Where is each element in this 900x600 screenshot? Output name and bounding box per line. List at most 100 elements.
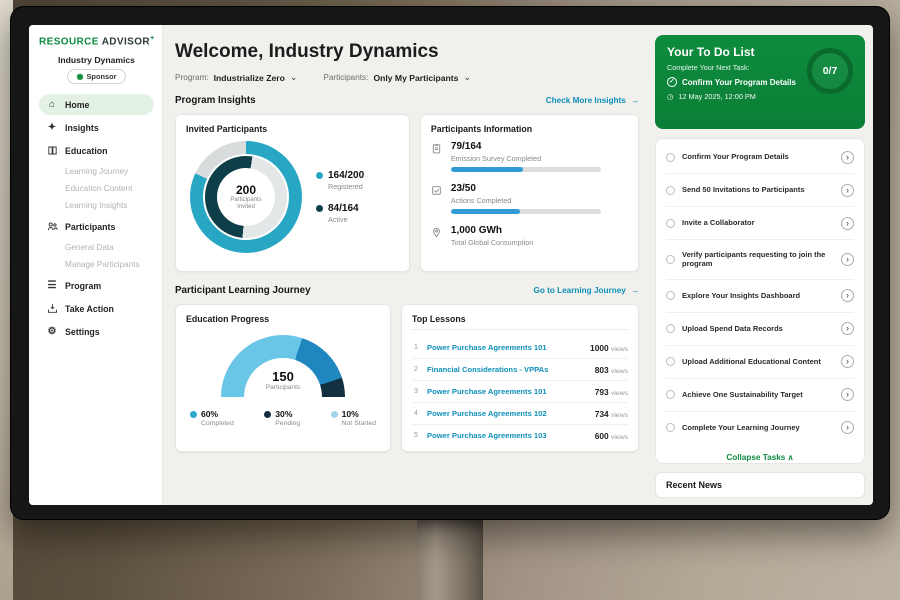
page-title: Welcome, Industry Dynamics: [175, 41, 439, 62]
chevron-right-icon[interactable]: ›: [841, 322, 854, 335]
go-to-learning-journey-link[interactable]: Go to Learning Journey →: [533, 286, 639, 295]
progress-fill: [450, 209, 520, 214]
task-checkbox[interactable]: [666, 291, 675, 300]
collapse-tasks-link[interactable]: Collapse Tasks ∧: [666, 444, 854, 464]
sidebar-item-education[interactable]: Education: [39, 140, 154, 161]
consumption-row: 1,000 GWh Total Global Consumption: [431, 225, 628, 251]
sidebar-item-label: Participants: [65, 221, 116, 232]
brand-advisor: ADVISOR: [101, 36, 151, 48]
participants-icon: [46, 221, 58, 232]
arrow-right-icon: →: [630, 286, 639, 295]
registered-dot: [316, 172, 323, 179]
lesson-link[interactable]: Power Purchase Agreements 101: [427, 343, 547, 352]
task-checkbox[interactable]: [666, 218, 675, 228]
task-checkbox[interactable]: [666, 152, 675, 162]
sidebar-item-insights[interactable]: ✦ Insights: [39, 117, 154, 138]
link-label: Go to Learning Journey: [533, 286, 626, 295]
insights-icon: ✦: [47, 122, 57, 134]
lesson-link[interactable]: Power Purchase Agreements 101: [427, 387, 547, 396]
filters-row: Program: Industrialize Zero ⌄ Participan…: [175, 72, 639, 83]
sidebar-item-home[interactable]: ⌂ Home: [39, 94, 154, 116]
chevron-right-icon[interactable]: ›: [841, 388, 854, 401]
check-circle-icon: ✓: [667, 77, 677, 87]
task-row[interactable]: Invite a Collaborator ›: [666, 207, 854, 240]
legend-value: 30%: [275, 409, 293, 419]
task-checkbox[interactable]: [666, 423, 675, 432]
task-row[interactable]: Confirm Your Program Details ›: [666, 141, 854, 174]
not-started-dot: [330, 410, 338, 418]
check-more-insights-link[interactable]: Check More Insights →: [546, 96, 639, 105]
top-lessons-card: Top Lessons 1 Power Purchase Agreements …: [401, 304, 639, 452]
task-checkbox[interactable]: [666, 254, 675, 264]
chevron-right-icon[interactable]: ›: [841, 183, 854, 197]
invited-participants-card: Invited Participants 200 Participants In…: [175, 114, 410, 272]
legend-label: Registered: [328, 182, 363, 191]
task-label: Explore Your Insights Dashboard: [682, 290, 801, 300]
task-checkbox[interactable]: [666, 324, 675, 333]
program-filter[interactable]: Program: Industrialize Zero ⌄: [175, 72, 297, 83]
chevron-right-icon[interactable]: ›: [841, 252, 854, 266]
lesson-views-count: 734: [594, 408, 609, 419]
legend-label: Active: [328, 215, 348, 224]
task-checkbox[interactable]: [666, 357, 675, 366]
todo-title: Your To Do List: [667, 45, 755, 59]
sidebar-item-manage-participants[interactable]: Manage Participants: [65, 260, 140, 270]
task-checkbox[interactable]: [666, 185, 675, 195]
task-row[interactable]: Achieve One Sustainability Target ›: [666, 379, 854, 412]
todo-next-task[interactable]: ✓ Confirm Your Program Details: [667, 77, 807, 87]
chevron-right-icon[interactable]: ›: [841, 150, 854, 164]
account-name: Industry Dynamics: [58, 55, 135, 66]
task-label: Achieve One Sustainability Target: [682, 389, 803, 399]
legend-value: 10%: [341, 409, 359, 419]
chevron-right-icon[interactable]: ›: [841, 355, 854, 368]
lesson-row: 5 Power Purchase Agreements 103 600 view…: [412, 425, 628, 446]
sidebar-item-learning-journey[interactable]: Learning Journey: [65, 167, 129, 177]
lesson-views-label: views: [611, 389, 628, 397]
todo-hero-card: Your To Do List Complete Your Next Task:…: [655, 35, 865, 129]
sidebar-nav: ⌂ Home ✦ Insights Education Learning Jou…: [39, 94, 154, 342]
participants-filter[interactable]: Participants: Only My Participants ⌄: [323, 72, 471, 83]
sidebar-item-program[interactable]: ☰ Program: [39, 275, 154, 296]
sidebar-item-take-action[interactable]: Take Action: [39, 298, 154, 319]
education-progress-card: Education Progress 150 Participants: [175, 304, 391, 452]
sidebar-item-general-data[interactable]: General Data: [65, 243, 114, 253]
chevron-right-icon[interactable]: ›: [841, 289, 854, 302]
sponsor-badge[interactable]: ◉ Sponsor: [66, 69, 127, 85]
task-row[interactable]: Verify participants requesting to join t…: [666, 240, 854, 280]
todo-subtitle: Complete Your Next Task:: [667, 63, 750, 72]
section-title: Program Insights: [175, 95, 256, 106]
task-row[interactable]: Send 50 Invitations to Participants ›: [666, 174, 854, 207]
program-filter-value: Industrialize Zero: [213, 72, 285, 83]
task-row[interactable]: Explore Your Insights Dashboard ›: [666, 280, 854, 313]
sidebar-item-education-content[interactable]: Education Content: [65, 184, 133, 194]
sidebar-item-participants[interactable]: Participants: [39, 216, 154, 237]
participants-information-card: Participants Information 79/164 Emission…: [419, 114, 639, 272]
invited-donut-chart: 200 Participants Invited: [190, 141, 302, 253]
chevron-right-icon[interactable]: ›: [841, 216, 854, 230]
link-label: Check More Insights: [545, 96, 626, 105]
task-row[interactable]: Upload Additional Educational Content ›: [666, 346, 854, 379]
pending-dot: [264, 410, 272, 418]
legend-label: Pending: [275, 420, 301, 427]
survey-icon: [431, 141, 443, 172]
card-title: Invited Participants: [186, 124, 268, 134]
brand-resource: RESOURCE: [39, 36, 99, 48]
emission-survey-row: 79/164 Emission Survey Completed: [431, 141, 628, 172]
sidebar-item-learning-insights[interactable]: Learning Insights: [65, 201, 128, 211]
task-row[interactable]: Upload Spend Data Records ›: [666, 313, 854, 346]
sponsor-badge-label: Sponsor: [86, 72, 117, 82]
chevron-right-icon[interactable]: ›: [841, 421, 854, 434]
lesson-link[interactable]: Power Purchase Agreements 102: [427, 409, 547, 418]
task-checkbox[interactable]: [666, 390, 675, 399]
task-row[interactable]: Complete Your Learning Journey ›: [666, 412, 854, 444]
sidebar-item-settings[interactable]: ⚙ Settings: [39, 321, 154, 342]
sponsor-icon: ◉: [76, 72, 84, 82]
lesson-views-label: views: [611, 345, 628, 353]
program-filter-label: Program:: [175, 73, 209, 82]
lesson-rank: 1: [414, 344, 418, 351]
sidebar-item-label: Program: [65, 280, 102, 291]
insights-cards-row: Invited Participants 200 Participants In…: [175, 114, 639, 272]
task-label: Upload Additional Educational Content: [682, 356, 821, 366]
lesson-link[interactable]: Financial Considerations - VPPAs: [427, 365, 549, 374]
lesson-link[interactable]: Power Purchase Agreements 103: [427, 431, 547, 440]
